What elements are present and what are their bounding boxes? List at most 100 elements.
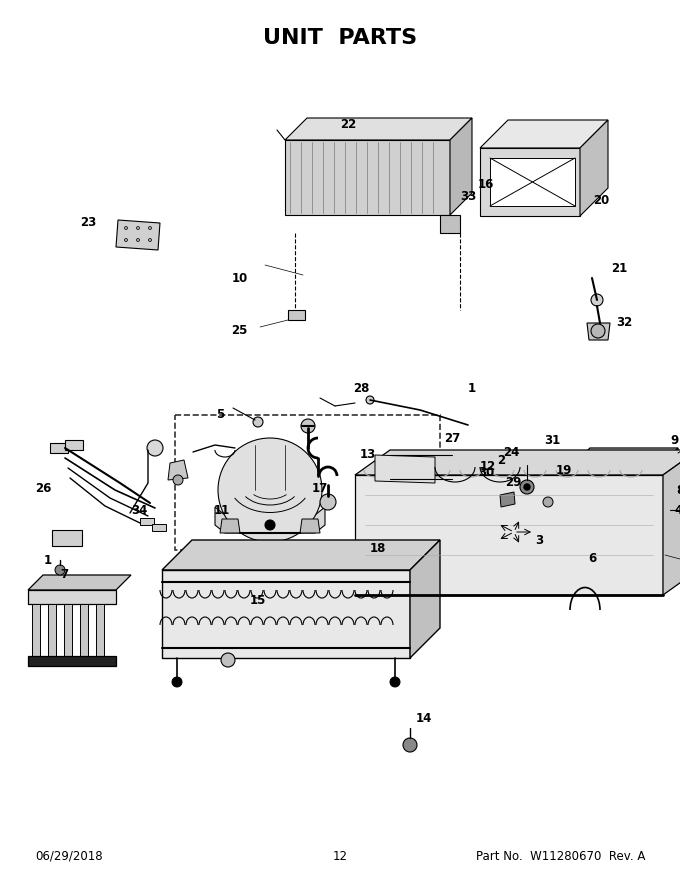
Text: Part No.  W11280670  Rev. A: Part No. W11280670 Rev. A xyxy=(475,849,645,862)
Text: 15: 15 xyxy=(250,593,267,606)
Circle shape xyxy=(172,677,182,687)
Polygon shape xyxy=(48,604,56,656)
Circle shape xyxy=(265,520,275,530)
Text: 5: 5 xyxy=(216,408,224,422)
Circle shape xyxy=(647,473,653,479)
Polygon shape xyxy=(28,575,131,590)
Polygon shape xyxy=(28,656,116,666)
Polygon shape xyxy=(464,506,484,522)
Text: 32: 32 xyxy=(616,316,632,328)
Bar xyxy=(175,415,440,550)
Polygon shape xyxy=(64,604,72,656)
Text: 25: 25 xyxy=(231,324,247,336)
Bar xyxy=(140,518,154,525)
Text: 19: 19 xyxy=(556,464,573,476)
Circle shape xyxy=(520,480,534,494)
Text: 17: 17 xyxy=(312,481,328,495)
Circle shape xyxy=(301,419,315,433)
Circle shape xyxy=(148,238,152,241)
Text: 34: 34 xyxy=(132,503,148,517)
Polygon shape xyxy=(52,530,82,546)
Text: 23: 23 xyxy=(80,216,96,229)
Polygon shape xyxy=(80,604,88,656)
Polygon shape xyxy=(32,604,40,656)
Circle shape xyxy=(591,294,603,306)
Polygon shape xyxy=(375,455,435,483)
Polygon shape xyxy=(480,148,580,216)
Circle shape xyxy=(591,324,605,338)
Text: 24: 24 xyxy=(504,445,520,458)
Polygon shape xyxy=(580,120,608,216)
Polygon shape xyxy=(490,158,575,206)
Polygon shape xyxy=(28,590,116,604)
Polygon shape xyxy=(663,450,680,595)
Polygon shape xyxy=(162,570,410,658)
Circle shape xyxy=(366,396,374,404)
Text: 16: 16 xyxy=(477,179,494,192)
Polygon shape xyxy=(410,540,440,658)
Text: 26: 26 xyxy=(35,481,52,495)
Polygon shape xyxy=(355,450,680,475)
Text: 06/29/2018: 06/29/2018 xyxy=(35,849,103,862)
Polygon shape xyxy=(500,492,515,507)
Bar xyxy=(152,524,166,531)
Circle shape xyxy=(647,545,653,551)
Circle shape xyxy=(173,475,183,485)
Polygon shape xyxy=(162,540,440,570)
Polygon shape xyxy=(658,448,678,556)
Text: 13: 13 xyxy=(360,448,376,460)
Circle shape xyxy=(218,438,322,542)
Text: 4: 4 xyxy=(674,503,680,517)
Bar xyxy=(50,443,68,453)
Text: 7: 7 xyxy=(60,568,68,582)
Polygon shape xyxy=(96,604,104,656)
Circle shape xyxy=(221,653,235,667)
Circle shape xyxy=(470,510,478,518)
Text: 27: 27 xyxy=(444,431,460,444)
Text: 9: 9 xyxy=(670,434,678,446)
Circle shape xyxy=(509,527,519,537)
Text: 28: 28 xyxy=(354,382,370,394)
Circle shape xyxy=(524,484,530,490)
Polygon shape xyxy=(288,310,305,320)
Text: 12: 12 xyxy=(480,459,496,473)
Polygon shape xyxy=(220,519,240,533)
Ellipse shape xyxy=(381,455,399,479)
Circle shape xyxy=(575,545,581,551)
Text: 2: 2 xyxy=(497,453,505,466)
Text: 29: 29 xyxy=(505,476,522,489)
Text: 31: 31 xyxy=(544,434,560,446)
Circle shape xyxy=(148,226,152,230)
Polygon shape xyxy=(450,118,472,215)
Circle shape xyxy=(320,494,336,510)
Text: 18: 18 xyxy=(370,541,386,554)
Circle shape xyxy=(147,440,163,456)
Polygon shape xyxy=(660,455,670,565)
Text: 3: 3 xyxy=(535,533,543,546)
Polygon shape xyxy=(456,486,474,504)
Circle shape xyxy=(124,226,128,230)
Circle shape xyxy=(606,504,622,520)
Polygon shape xyxy=(570,468,658,556)
Polygon shape xyxy=(285,118,472,140)
Text: 1: 1 xyxy=(44,554,52,567)
Polygon shape xyxy=(499,554,529,572)
Text: 6: 6 xyxy=(588,552,596,564)
Polygon shape xyxy=(116,220,160,250)
Polygon shape xyxy=(215,507,325,533)
Circle shape xyxy=(575,473,581,479)
Circle shape xyxy=(403,738,417,752)
Text: 10: 10 xyxy=(232,272,248,284)
Text: 11: 11 xyxy=(214,503,231,517)
Circle shape xyxy=(137,238,139,241)
Circle shape xyxy=(390,677,400,687)
Text: 14: 14 xyxy=(416,712,432,724)
Polygon shape xyxy=(285,140,450,215)
Text: 22: 22 xyxy=(340,119,356,131)
Polygon shape xyxy=(587,323,610,340)
Text: UNIT  PARTS: UNIT PARTS xyxy=(263,28,417,48)
Text: 21: 21 xyxy=(611,261,627,275)
Polygon shape xyxy=(440,215,460,233)
Text: 33: 33 xyxy=(460,190,476,203)
Polygon shape xyxy=(355,475,663,595)
